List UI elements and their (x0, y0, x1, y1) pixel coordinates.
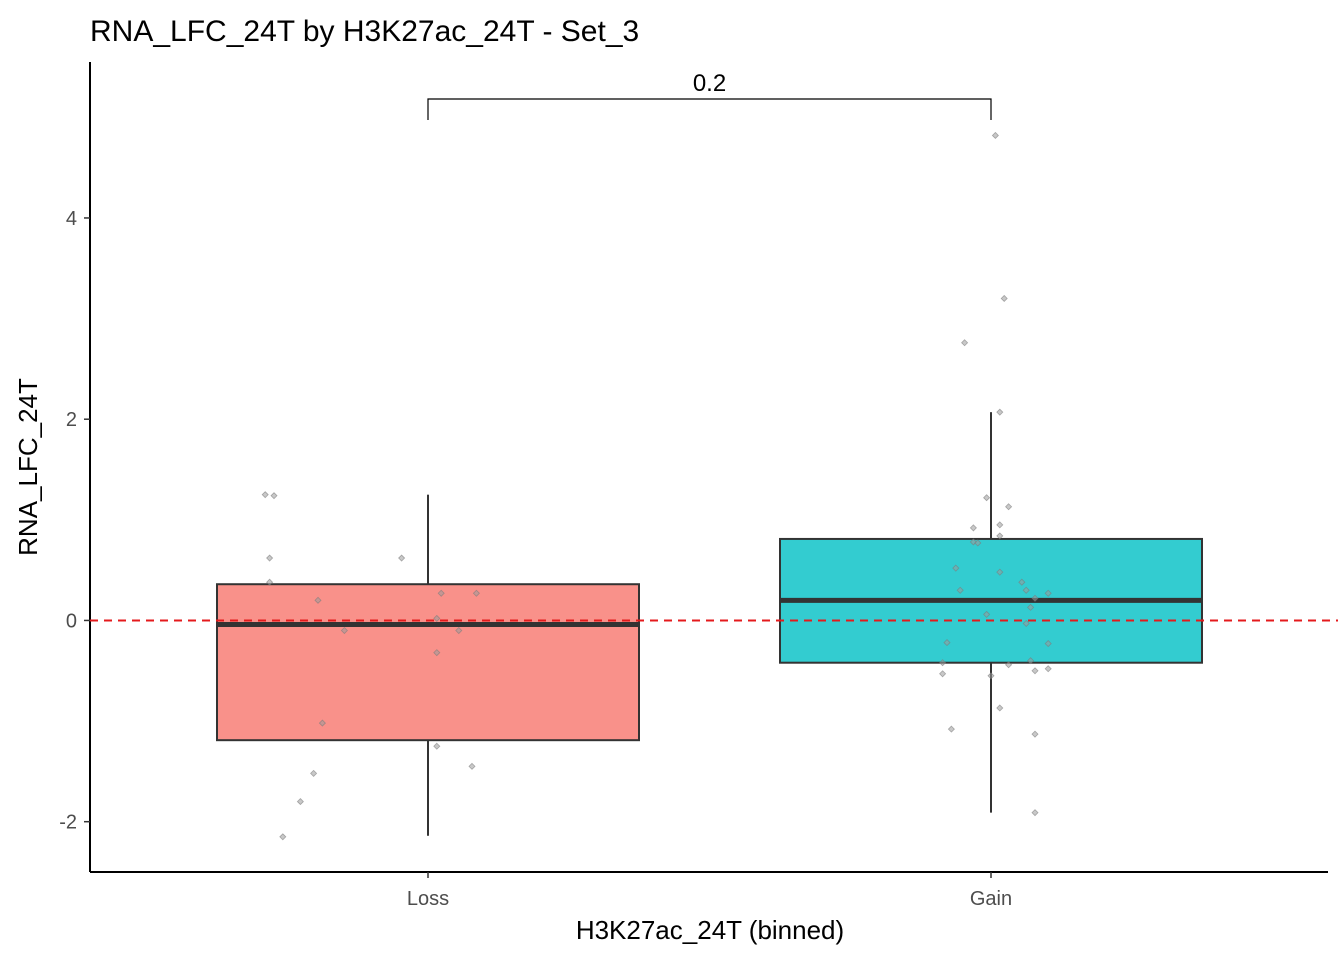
data-point (1022, 619, 1030, 628)
data-point (1000, 294, 1008, 303)
data-point (468, 762, 476, 770)
data-point (996, 408, 1004, 416)
data-point (433, 614, 441, 623)
data-point (433, 742, 441, 750)
data-point (961, 339, 969, 347)
data-point (939, 670, 947, 678)
data-point (455, 626, 463, 635)
data-point (1031, 809, 1039, 817)
data-point (991, 131, 999, 140)
data-point (947, 725, 955, 733)
y-tick-label: 0 (66, 610, 77, 632)
data-point (1044, 589, 1052, 597)
data-point (472, 589, 480, 597)
data-point (270, 492, 278, 500)
data-point (296, 797, 304, 806)
y-axis-title: RNA_LFC_24T (13, 378, 43, 556)
data-point (996, 532, 1004, 540)
data-point (1027, 657, 1035, 665)
data-point (996, 521, 1004, 529)
data-point (983, 494, 991, 502)
data-point (974, 539, 982, 547)
data-point (952, 564, 960, 572)
data-point (939, 659, 947, 667)
x-axis-title: H3K27ac_24T (binned) (576, 915, 844, 945)
data-point (1031, 730, 1039, 738)
data-point (1005, 503, 1013, 511)
data-point (1022, 586, 1030, 594)
data-point (266, 578, 274, 586)
data-point (437, 589, 445, 597)
data-point (314, 596, 322, 604)
data-point (996, 704, 1004, 712)
data-point (310, 769, 318, 777)
comparison-bracket (427, 98, 992, 120)
data-point (996, 568, 1004, 576)
loss-box (216, 583, 640, 742)
data-point (398, 554, 406, 562)
comparison-label: 0.2 (693, 70, 726, 97)
data-point (987, 672, 995, 680)
x-tick-label: Gain (970, 888, 1012, 910)
y-tick-label: -2 (59, 812, 77, 834)
data-point (1031, 594, 1039, 602)
data-point (1044, 640, 1052, 648)
data-point (1027, 603, 1035, 611)
data-point (318, 719, 326, 727)
data-point (340, 626, 348, 635)
data-point (266, 554, 274, 562)
data-point (279, 833, 287, 841)
chart-title: RNA_LFC_24T by H3K27ac_24T - Set_3 (90, 15, 639, 48)
data-point (261, 491, 269, 499)
plot-area: -2 0 2 4 Loss Gain 0.2 (59, 62, 1338, 910)
data-point (956, 586, 964, 594)
y-tick-label: 4 (66, 208, 77, 230)
data-point (1044, 665, 1052, 673)
y-tick-label: 2 (66, 409, 77, 431)
data-point (983, 610, 991, 618)
data-point (433, 649, 441, 657)
x-tick-label: Loss (407, 888, 449, 910)
data-point (943, 639, 951, 647)
data-point (1005, 661, 1013, 669)
data-point (1018, 578, 1026, 586)
data-point (1031, 667, 1039, 675)
data-point (969, 524, 977, 532)
